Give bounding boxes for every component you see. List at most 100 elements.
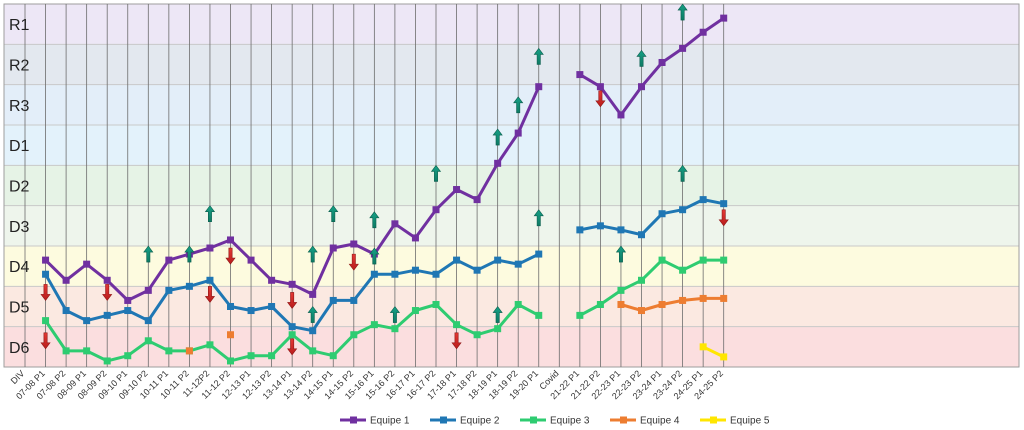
arrow-up-icon bbox=[615, 245, 627, 263]
arrow-up-icon bbox=[677, 3, 688, 21]
data-point bbox=[83, 347, 91, 355]
data-point bbox=[124, 307, 132, 315]
legend-item: Equipe 1 bbox=[340, 416, 410, 427]
data-point bbox=[268, 303, 276, 310]
data-point bbox=[42, 256, 50, 264]
data-point bbox=[720, 14, 728, 22]
arrow-down-icon bbox=[204, 286, 216, 303]
data-point bbox=[720, 353, 728, 361]
legend-swatch-marker bbox=[350, 416, 357, 424]
band-d5 bbox=[4, 286, 1019, 327]
arrow-up-icon bbox=[389, 306, 400, 323]
legend-item: Equipe 5 bbox=[700, 416, 770, 427]
arrow-up-icon bbox=[307, 245, 318, 263]
data-point bbox=[370, 321, 378, 329]
plot-border bbox=[3, 3, 1020, 368]
division-label-d3: D3 bbox=[9, 219, 30, 236]
arrow-up-icon bbox=[369, 211, 380, 229]
data-point bbox=[144, 286, 152, 294]
data-point bbox=[329, 296, 337, 304]
data-point bbox=[144, 317, 152, 325]
data-point bbox=[227, 357, 234, 365]
data-point bbox=[514, 129, 522, 137]
arrow-down-icon bbox=[595, 90, 606, 108]
data-point bbox=[658, 256, 666, 264]
data-point bbox=[699, 28, 707, 36]
legend-label: Equipe 1 bbox=[370, 416, 410, 427]
data-point bbox=[350, 296, 358, 304]
data-point bbox=[350, 240, 358, 248]
data-point bbox=[391, 325, 399, 333]
data-point bbox=[658, 210, 666, 218]
band-d2 bbox=[4, 165, 1019, 206]
data-point bbox=[638, 231, 645, 239]
data-point bbox=[535, 83, 543, 91]
data-point bbox=[227, 236, 234, 244]
data-point bbox=[329, 352, 337, 360]
data-point bbox=[699, 256, 707, 264]
data-point bbox=[124, 296, 132, 304]
arrow-down-icon bbox=[287, 292, 298, 309]
data-point bbox=[206, 276, 214, 284]
arrow-up-icon bbox=[533, 209, 544, 227]
division-label-d2: D2 bbox=[9, 179, 30, 196]
data-point bbox=[42, 317, 50, 325]
legend-swatch-marker bbox=[530, 416, 537, 424]
data-point bbox=[62, 307, 70, 315]
data-point bbox=[432, 270, 440, 278]
data-point bbox=[473, 266, 481, 274]
band-d3 bbox=[4, 205, 1019, 246]
arrow-down-icon bbox=[287, 338, 298, 356]
division-labels: R1 R2 R3 D1 D2 D3 D4 D5 D6 bbox=[9, 17, 30, 357]
data-point bbox=[42, 270, 50, 278]
data-point bbox=[720, 256, 728, 264]
data-point bbox=[658, 58, 666, 66]
division-label-d1: D1 bbox=[9, 138, 30, 155]
data-point bbox=[144, 337, 152, 345]
data-point bbox=[227, 303, 234, 310]
data-point bbox=[617, 111, 625, 119]
series-equipe-5 bbox=[699, 343, 728, 361]
arrow-up-icon bbox=[636, 49, 647, 67]
arrow-down-icon bbox=[102, 284, 113, 301]
data-point bbox=[679, 44, 687, 52]
data-point bbox=[268, 352, 276, 360]
data-point bbox=[576, 226, 584, 234]
data-point bbox=[124, 352, 132, 360]
data-point bbox=[432, 206, 440, 214]
legend-label: Equipe 3 bbox=[550, 416, 590, 427]
band-d6 bbox=[4, 326, 1019, 367]
data-point bbox=[103, 276, 111, 284]
data-point bbox=[288, 331, 296, 339]
series-layer bbox=[42, 14, 728, 365]
data-point bbox=[617, 286, 625, 294]
band-r3 bbox=[4, 84, 1019, 125]
arrow-up-icon bbox=[307, 306, 318, 323]
data-point bbox=[638, 83, 645, 91]
data-point bbox=[494, 256, 502, 264]
data-point bbox=[720, 294, 728, 302]
data-point bbox=[288, 323, 296, 331]
data-point bbox=[596, 300, 604, 308]
data-point bbox=[473, 196, 481, 204]
division-label-r1: R1 bbox=[9, 17, 30, 34]
arrow-up-icon bbox=[492, 128, 503, 146]
arrow-up-icon bbox=[513, 96, 524, 114]
data-point bbox=[473, 331, 481, 339]
data-point bbox=[370, 270, 378, 278]
data-point bbox=[329, 244, 337, 252]
data-point bbox=[83, 260, 91, 268]
band-d4 bbox=[4, 246, 1019, 287]
data-point bbox=[679, 206, 687, 214]
arrow-up-icon bbox=[369, 247, 380, 265]
band-r2 bbox=[4, 44, 1019, 85]
arrow-up-icon bbox=[143, 245, 154, 263]
legend-label: Equipe 4 bbox=[640, 416, 680, 427]
data-point bbox=[596, 222, 604, 230]
data-point bbox=[391, 220, 399, 228]
data-point bbox=[309, 290, 317, 298]
data-point bbox=[617, 226, 625, 234]
data-point bbox=[453, 256, 461, 264]
data-point bbox=[535, 250, 543, 258]
